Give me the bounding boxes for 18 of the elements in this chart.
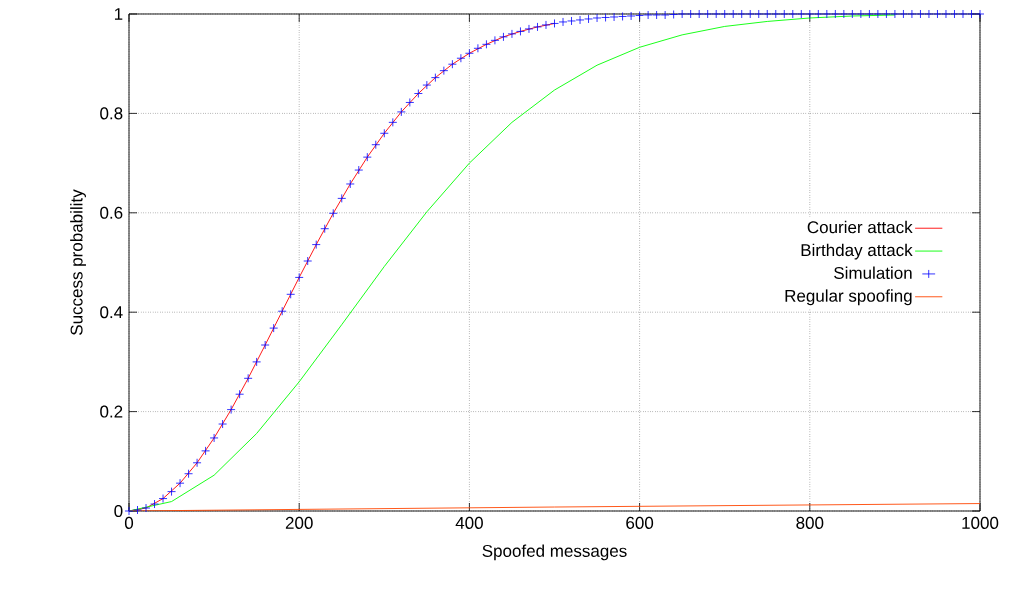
x-tick-label: 400 xyxy=(455,516,483,529)
x-tick-label: 0 xyxy=(124,516,134,529)
y-tick-label: 0.2 xyxy=(100,405,123,418)
x-tick-label: 1000 xyxy=(962,516,999,529)
y-tick-label: 1 xyxy=(114,8,123,20)
y-tick-label: 0.4 xyxy=(100,306,123,319)
x-tick-label: 200 xyxy=(285,516,313,529)
y-tick-label: 0.8 xyxy=(100,107,123,120)
y-tick-label: 0.6 xyxy=(100,206,123,219)
legend-label: Birthday attack xyxy=(801,243,913,260)
x-tick-label: 600 xyxy=(626,516,654,529)
legend-label: Regular spoofing xyxy=(785,289,912,306)
x-tick-label: 800 xyxy=(796,516,824,529)
y-axis-title: Success probability xyxy=(70,189,86,335)
legend-label: Courier attack xyxy=(807,220,913,234)
legend-label: Simulation xyxy=(834,266,912,279)
y-tick-label: 0 xyxy=(114,504,123,518)
x-axis-title: Spoofed messages xyxy=(482,544,627,561)
